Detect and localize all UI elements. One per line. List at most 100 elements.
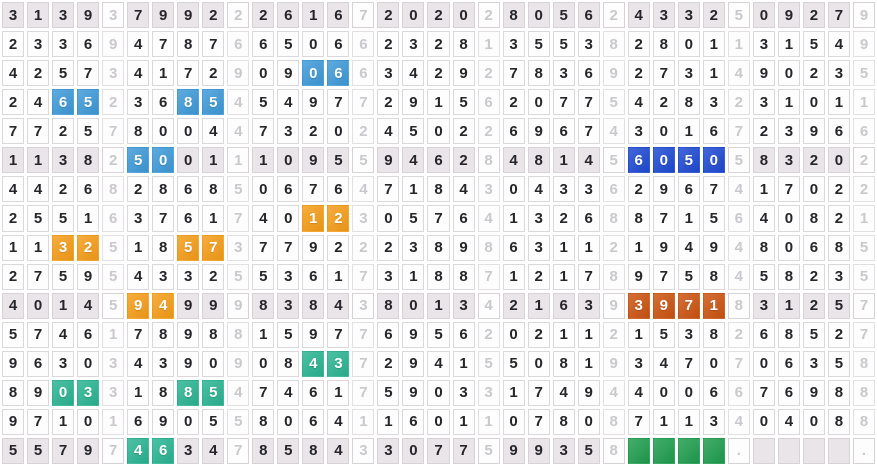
grid-cell: 2: [352, 118, 375, 145]
grid-cell: 9: [802, 118, 825, 145]
grid-cell: 1: [402, 176, 425, 203]
grid-cell: 4: [2, 60, 25, 87]
grid-cell: 9: [577, 379, 600, 406]
grid-cell: 1: [852, 205, 875, 232]
grid-cell: 2: [452, 147, 475, 174]
grid-cell: 7: [427, 205, 450, 232]
grid-cell: 4: [652, 350, 675, 377]
grid-cell: 0: [652, 118, 675, 145]
highlighted-cell-navy: 0: [702, 147, 725, 174]
grid-cell: 6: [727, 379, 750, 406]
grid-cell: 6: [327, 176, 350, 203]
grid-cell: 8: [77, 147, 100, 174]
grid-cell: 4: [227, 118, 250, 145]
grid-cell: 6: [77, 31, 100, 58]
grid-cell: 3: [52, 31, 75, 58]
grid-cell: 2: [727, 89, 750, 116]
grid-cell: 9: [527, 437, 550, 464]
grid-cell: 2: [202, 60, 225, 87]
grid-cell: 5: [702, 205, 725, 232]
grid-cell: 7: [477, 263, 500, 290]
grid-cell: 3: [752, 89, 775, 116]
grid-cell: 8: [427, 176, 450, 203]
highlighted-cell-green: [652, 437, 675, 464]
grid-cell: 2: [827, 176, 850, 203]
grid-cell: 4: [402, 60, 425, 87]
highlighted-cell-teal: 6: [152, 437, 175, 464]
grid-cell: 2: [427, 60, 450, 87]
grid-cell: 6: [752, 321, 775, 348]
grid-cell: 8: [752, 234, 775, 261]
highlighted-cell-teal: 5: [202, 379, 225, 406]
grid-cell: 2: [377, 350, 400, 377]
grid-cell: 1: [302, 2, 325, 29]
grid-cell: 7: [352, 89, 375, 116]
grid-cell: 3: [752, 292, 775, 319]
grid-cell: 2: [852, 176, 875, 203]
grid-cell: 0: [777, 234, 800, 261]
grid-cell: 0: [777, 60, 800, 87]
grid-cell: 0: [802, 89, 825, 116]
grid-cell: 0: [427, 408, 450, 435]
grid-cell: 4: [602, 379, 625, 406]
grid-cell: 2: [377, 2, 400, 29]
grid-cell: 3: [152, 350, 175, 377]
highlighted-cell-blue: 8: [177, 89, 200, 116]
highlighted-cell-teal: 3: [77, 379, 100, 406]
grid-cell: 9: [502, 437, 525, 464]
grid-cell: 5: [502, 350, 525, 377]
grid-cell: 6: [502, 118, 525, 145]
grid-cell: 8: [252, 437, 275, 464]
grid-cell: 4: [327, 437, 350, 464]
highlighted-cell-rust: 1: [702, 292, 725, 319]
grid-cell: 0: [802, 408, 825, 435]
grid-cell: 4: [477, 205, 500, 232]
grid-cell: 7: [352, 2, 375, 29]
grid-cell: 7: [27, 321, 50, 348]
grid-cell: 6: [802, 234, 825, 261]
grid-cell: 1: [202, 147, 225, 174]
highlighted-cell-teal: 0: [52, 379, 75, 406]
grid-cell: 8: [152, 379, 175, 406]
grid-cell: 3: [377, 437, 400, 464]
grid-cell: 4: [277, 89, 300, 116]
grid-cell: 5: [52, 205, 75, 232]
grid-cell: 9: [77, 437, 100, 464]
grid-cell: 2: [2, 89, 25, 116]
grid-cell: 2: [802, 60, 825, 87]
grid-cell: 0: [402, 2, 425, 29]
grid-cell: 1: [527, 292, 550, 319]
grid-cell: 3: [102, 379, 125, 406]
grid-cell: 6: [152, 89, 175, 116]
grid-cell: 0: [452, 2, 475, 29]
grid-cell: 5: [577, 437, 600, 464]
grid-cell: 2: [52, 118, 75, 145]
grid-cell: 2: [502, 89, 525, 116]
grid-cell: 7: [852, 292, 875, 319]
grid-cell: 0: [802, 176, 825, 203]
grid-cell: 2: [427, 31, 450, 58]
grid-cell: 8: [827, 234, 850, 261]
grid-cell: 0: [777, 205, 800, 232]
grid-cell: 5: [2, 437, 25, 464]
grid-cell: [827, 437, 850, 464]
grid-cell: 3: [352, 205, 375, 232]
grid-cell: 3: [227, 234, 250, 261]
grid-cell: 0: [302, 31, 325, 58]
grid-cell: 2: [52, 176, 75, 203]
grid-cell: 4: [52, 321, 75, 348]
grid-cell: 6: [127, 408, 150, 435]
grid-cell: 8: [502, 2, 525, 29]
grid-cell: 6: [227, 31, 250, 58]
grid-cell: 0: [402, 292, 425, 319]
grid-cell: 9: [152, 408, 175, 435]
grid-cell: 1: [402, 263, 425, 290]
grid-cell: 2: [452, 118, 475, 145]
highlighted-cell-orange: 2: [327, 205, 350, 232]
grid-cell: 5: [102, 263, 125, 290]
grid-cell: 9: [27, 379, 50, 406]
grid-cell: 7: [252, 379, 275, 406]
grid-cell: 3: [827, 60, 850, 87]
grid-cell: 6: [177, 205, 200, 232]
